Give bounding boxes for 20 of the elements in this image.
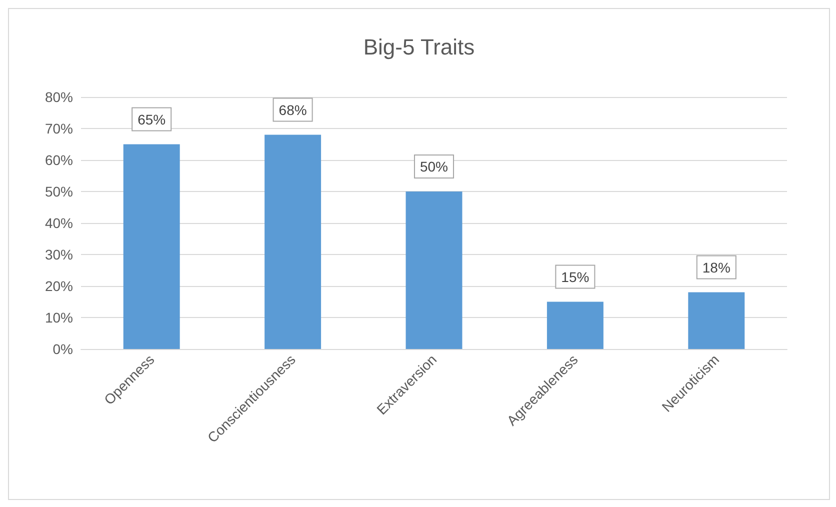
- data-label: 18%: [702, 259, 730, 276]
- data-label: 68%: [278, 102, 307, 118]
- y-tick-label: 60%: [44, 152, 73, 168]
- y-tick-label: 70%: [44, 120, 73, 136]
- chart-title: Big-5 Traits: [363, 34, 475, 60]
- data-label: 65%: [138, 111, 166, 128]
- y-tick-label: 80%: [44, 89, 73, 105]
- y-tick-label: 20%: [44, 278, 73, 294]
- y-tick-label: 10%: [44, 310, 73, 326]
- data-label: 50%: [420, 158, 448, 174]
- bar: [406, 192, 462, 349]
- bar: [688, 292, 745, 349]
- y-tick-label: 40%: [44, 215, 73, 231]
- bar: [123, 144, 180, 349]
- y-tick-label: 30%: [44, 246, 73, 262]
- y-tick-label: 0%: [52, 341, 73, 357]
- bar: [264, 134, 322, 349]
- bar: [546, 302, 604, 349]
- y-tick-label: 50%: [44, 184, 73, 200]
- data-label: 15%: [561, 268, 590, 285]
